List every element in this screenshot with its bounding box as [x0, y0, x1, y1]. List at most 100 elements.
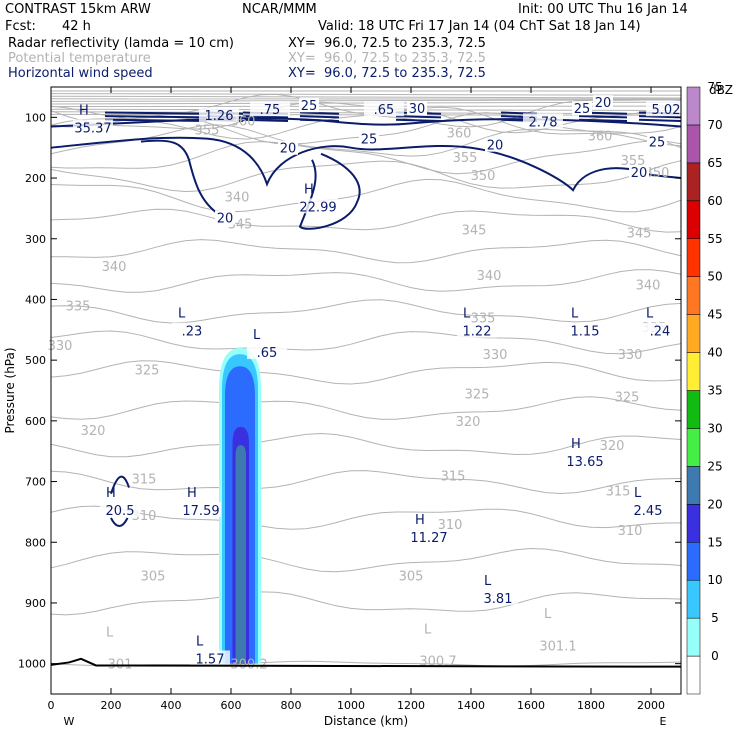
colorbar-swatch-55 [686, 238, 701, 277]
extremum-mark: L [424, 622, 432, 637]
west-label: W [64, 715, 75, 728]
extremum-mark: H [79, 103, 89, 118]
colorbar-swatch-15 [686, 542, 701, 581]
field-wind-xy: XY= 96.0, 72.5 to 235.3, 72.5 [288, 66, 486, 81]
wind-speed-contour [299, 115, 340, 119]
theta-contour-label: 320 [81, 424, 106, 439]
extremum-backdrop [628, 501, 668, 517]
extremum-backdrop [565, 453, 605, 469]
extremum-value: 13.65 [566, 455, 603, 470]
wind-speed-contour [395, 115, 442, 119]
x-tick-label: 1800 [577, 699, 605, 712]
wind-speed-contour [50, 136, 682, 192]
theta-contour-line [50, 124, 682, 157]
theta-contour-line [50, 95, 682, 99]
colorbar-level: 30 [707, 421, 722, 435]
theta-contour-label: 345 [627, 227, 652, 242]
extremum-value: .24 [650, 325, 671, 340]
theta-contour-label: 300.7 [419, 655, 456, 670]
wind-label-backdrop [593, 95, 613, 110]
extremum-backdrop [523, 113, 563, 129]
colorbar-level: 65 [707, 156, 722, 170]
extremum-mark: L [196, 635, 204, 650]
wind-speed-contour [298, 152, 361, 230]
colorbar-level: 45 [707, 308, 722, 322]
x-tick-label: 200 [101, 699, 122, 712]
theta-contour-label: 320 [456, 415, 481, 430]
wind-speed-contour [110, 475, 130, 495]
theta-contour-label: 320 [600, 439, 625, 454]
theta-contour-label: 355 [195, 123, 220, 138]
extremum-backdrop [646, 101, 686, 117]
colorbar-level: 15 [707, 535, 722, 549]
theta-contour-label: 335 [66, 300, 91, 315]
x-tick-label: 1000 [337, 699, 365, 712]
plot-frame [50, 86, 682, 695]
extremum-backdrop [364, 101, 404, 117]
extremum-backdrop [73, 119, 113, 135]
theta-contour-line [50, 360, 682, 385]
theta-contour-label: 340 [477, 269, 502, 284]
extremum-value: 5.02 [652, 103, 681, 118]
wind-label-backdrop [572, 101, 592, 116]
wind-speed-contour [578, 115, 628, 119]
wind-contour-label: 20 [217, 212, 234, 227]
wind-contour-label: 20 [595, 96, 612, 111]
field-theta-name: Potential temperature [8, 51, 151, 66]
extremum-mark: H [571, 437, 581, 452]
theta-contour-label: 310 [618, 524, 643, 539]
wind-speed-contour [578, 118, 628, 122]
wind-label-backdrop [647, 134, 667, 149]
y-tick-label: 1000 [18, 658, 46, 671]
extremum-backdrop [250, 101, 290, 117]
y-tick-label: 700 [25, 476, 46, 489]
theta-contour-line [50, 505, 682, 530]
y-axis-label: Pressure (hPa) [3, 347, 17, 433]
terrain-line [50, 657, 682, 668]
extremum-value: 17.59 [182, 504, 219, 519]
theta-contour-label: 345 [462, 224, 487, 239]
colorbar-swatch-40 [686, 352, 701, 391]
extremum-backdrop [478, 589, 518, 605]
wind-label-backdrop [278, 140, 298, 155]
wind-contour-label: 30 [409, 102, 426, 117]
theta-contour-label: 350 [471, 169, 496, 184]
wind-speed-contour [242, 118, 289, 122]
theta-contour-label: 325 [465, 388, 490, 403]
extremum-value: 11.27 [410, 531, 447, 546]
wind-speed-contour [104, 115, 208, 119]
theta-contour-label: 305 [399, 570, 424, 585]
extremum-value: 1.15 [571, 325, 600, 340]
wind-speed-contour [104, 118, 208, 122]
colorbar-level: 70 [707, 118, 722, 132]
field-theta-xy: XY= 96.0, 72.5 to 235.3, 72.5 [288, 51, 486, 66]
extremum-mark: L [484, 574, 492, 589]
y-tick-label: 600 [25, 415, 46, 428]
wind-contour-label: 25 [301, 99, 318, 114]
field-reflectivity-xy: XY= 96.0, 72.5 to 235.3, 72.5 [288, 36, 486, 51]
init-time: Init: 00 UTC Thu 16 Jan 14 [518, 2, 688, 17]
colorbar-level: 0 [711, 649, 719, 663]
colorbar-unit: dBZ [709, 83, 733, 97]
theta-contour-label: 350 [645, 166, 670, 181]
theta-contour-label: 330 [48, 339, 73, 354]
wind-contour-label: 20 [631, 166, 648, 181]
extremum-backdrop [181, 501, 221, 517]
colorbar-level: 35 [707, 384, 722, 398]
theta-contour-line [50, 547, 682, 573]
theta-contour-label: 360 [588, 130, 613, 145]
y-tick-label: 900 [25, 597, 46, 610]
extremum-mark: H [304, 182, 314, 197]
x-tick-label: 800 [281, 699, 302, 712]
field-reflectivity-name: Radar reflectivity (lamda = 10 cm) [8, 36, 234, 51]
extremum-value: .65 [374, 103, 395, 118]
wind-label-backdrop [485, 137, 505, 152]
wind-speed-contour [299, 118, 340, 122]
theta-contour-label: 330 [618, 348, 643, 363]
theta-contour-label: 315 [606, 485, 631, 500]
y-tick-label: 500 [25, 354, 46, 367]
theta-contour-label: 340 [225, 190, 250, 205]
fcst-label: Fcst: [5, 19, 36, 34]
colorbar-swatch-0 [686, 655, 701, 695]
theta-contour-line [50, 178, 682, 213]
